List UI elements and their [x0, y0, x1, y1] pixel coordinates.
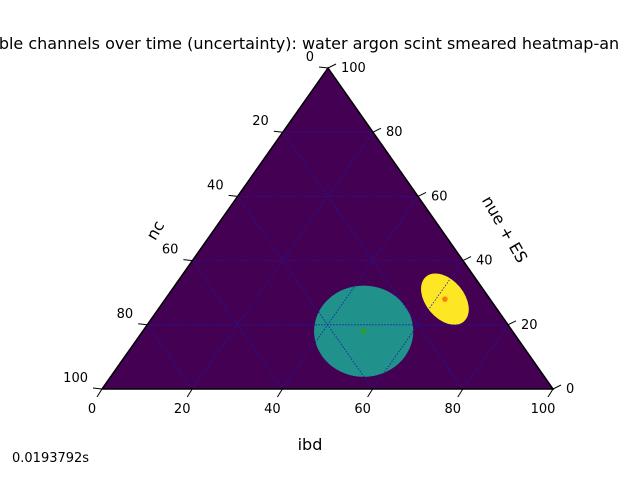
- tick-label-bottom: 40: [264, 402, 281, 417]
- tick-mark: [552, 384, 562, 390]
- grid-line: [237, 196, 373, 390]
- chart-title: ble channels over time (uncertainty): wa…: [0, 34, 619, 53]
- tick-label-left: 20: [252, 114, 269, 129]
- axis-label-bottom: ibd: [298, 435, 323, 454]
- tick-mark: [547, 388, 554, 398]
- tick-label-bottom: 0: [88, 402, 96, 417]
- tick-mark: [507, 320, 517, 326]
- tick-label-bottom: 60: [354, 402, 371, 417]
- tick-mark: [457, 388, 464, 398]
- tick-mark: [462, 256, 472, 262]
- tick-label-left: 40: [207, 178, 224, 193]
- data-point: [360, 328, 367, 335]
- tick-label-bottom: 20: [174, 402, 191, 417]
- tick-label-left: 60: [162, 243, 179, 258]
- tick-mark: [183, 259, 193, 262]
- elapsed-time-label: 0.0193792s: [12, 451, 90, 466]
- tick-mark: [276, 388, 283, 398]
- tick-label-left: 80: [117, 307, 134, 322]
- tick-label-right: 60: [431, 189, 448, 204]
- tick-label-right: 0: [566, 382, 574, 397]
- tick-label-left: 0: [306, 50, 314, 65]
- grid-line: [462, 324, 509, 390]
- tick-mark: [138, 323, 148, 326]
- tick-label-right: 100: [341, 61, 366, 76]
- tick-mark: [417, 191, 427, 197]
- tick-mark: [327, 63, 337, 69]
- tick-mark: [96, 388, 103, 398]
- tick-label-left: 100: [63, 371, 88, 386]
- tick-mark: [92, 387, 103, 390]
- tick-label-right: 40: [476, 254, 493, 269]
- tick-mark: [372, 127, 382, 133]
- grid-lines: [146, 131, 509, 390]
- grid-line: [282, 196, 419, 390]
- data-point: [442, 296, 448, 302]
- grid-line: [146, 324, 193, 390]
- tick-label-right: 20: [521, 318, 538, 333]
- tick-label-right: 80: [386, 125, 403, 140]
- axis-label-left: nc: [142, 217, 168, 243]
- tick-mark: [186, 388, 193, 398]
- tick-label-bottom: 100: [531, 402, 556, 417]
- tick-mark: [228, 194, 238, 197]
- grid-line: [192, 260, 283, 390]
- tick-mark: [273, 130, 283, 133]
- tick-mark: [367, 388, 374, 398]
- tick-mark: [318, 66, 329, 69]
- tick-label-bottom: 80: [445, 402, 462, 417]
- grid-line: [372, 260, 464, 390]
- triangle-outline: [100, 66, 555, 390]
